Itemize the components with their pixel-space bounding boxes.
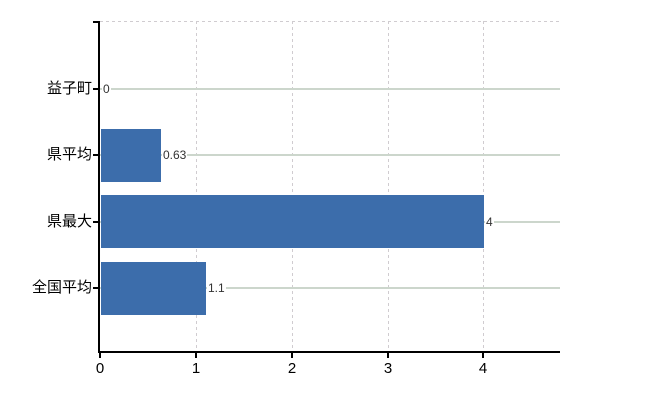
category-label-益子町: 益子町 <box>46 79 92 97</box>
category-gridline <box>100 154 560 156</box>
x-axis-tick <box>482 353 484 358</box>
x-tick-label-0: 0 <box>95 360 105 377</box>
y-axis-tick <box>93 87 100 90</box>
category-label-全国平均: 全国平均 <box>31 279 92 296</box>
x-tick-label-3: 3 <box>383 360 393 377</box>
plot-top-dashed-line <box>100 21 560 22</box>
x-tick-label-2: 2 <box>287 360 297 377</box>
vertical-gridline <box>388 21 389 353</box>
bar-value-label: 1.1 <box>207 281 226 295</box>
vertical-gridline <box>483 21 484 353</box>
vertical-gridline <box>196 21 197 353</box>
bar-value-label: 4 <box>485 214 494 229</box>
category-label-県最大: 県最大 <box>46 212 92 230</box>
y-axis-top-cap-tick <box>93 21 100 23</box>
y-axis-tick <box>93 287 100 289</box>
x-axis-line <box>98 351 560 353</box>
category-label-県平均: 県平均 <box>46 146 92 163</box>
category-gridline <box>100 87 560 90</box>
x-axis-tick <box>195 353 197 358</box>
bar-県平均 <box>101 128 161 182</box>
x-axis-tick <box>291 353 293 358</box>
bar-value-label: 0.63 <box>162 148 188 162</box>
x-axis-tick <box>387 353 389 358</box>
bar-県最大 <box>101 195 484 248</box>
x-tick-label-4: 4 <box>478 360 488 377</box>
y-axis-tick <box>93 154 100 156</box>
category-gridline <box>100 287 560 289</box>
bar-value-label: 0 <box>102 81 111 96</box>
y-axis-line <box>98 21 100 353</box>
bar-全国平均 <box>101 261 206 315</box>
x-axis-tick <box>99 353 101 358</box>
vertical-gridline <box>292 21 293 353</box>
y-axis-tick <box>93 220 100 223</box>
x-tick-label-1: 1 <box>191 360 201 377</box>
